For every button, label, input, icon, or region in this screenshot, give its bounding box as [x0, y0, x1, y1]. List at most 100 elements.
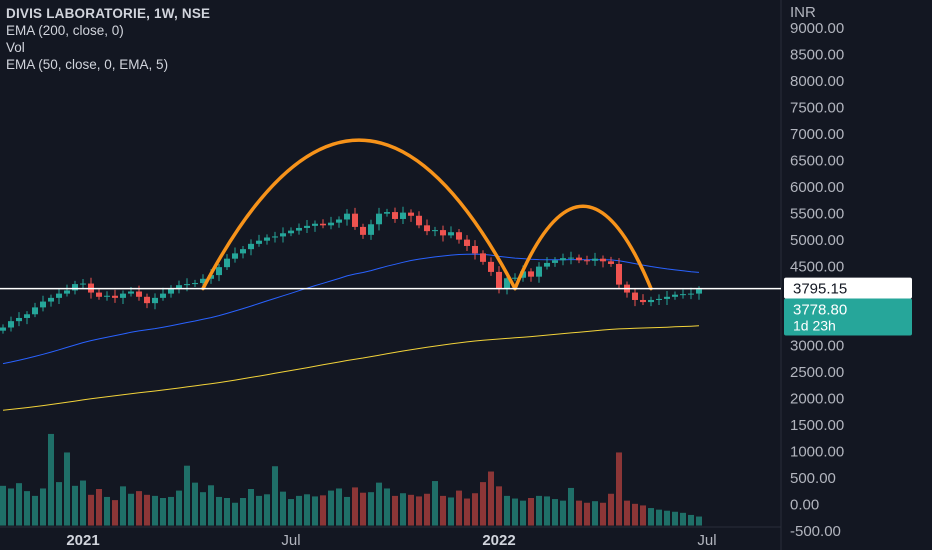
- candle: [568, 251, 574, 265]
- candle-body: [648, 299, 654, 303]
- candle-body: [72, 284, 78, 291]
- candle-body: [408, 212, 414, 216]
- right-shoulder-arc: [513, 204, 653, 291]
- candle-body: [96, 292, 102, 297]
- candle-body: [496, 271, 502, 289]
- candle-body: [456, 232, 462, 240]
- candle: [192, 279, 198, 288]
- candle-body: [672, 294, 678, 297]
- candle: [224, 254, 230, 271]
- price-tick-label: 1500.00: [790, 417, 844, 434]
- candle: [104, 291, 110, 301]
- candle-body: [632, 292, 638, 300]
- head-and-shoulders-pattern: [201, 138, 653, 291]
- volume-bar: [376, 482, 382, 526]
- candle-body: [136, 291, 142, 297]
- volume-bar: [96, 488, 102, 526]
- candle-body: [16, 317, 22, 322]
- candle-body: [152, 297, 158, 304]
- candle-body: [144, 296, 150, 304]
- volume-bar: [168, 496, 174, 526]
- volume-bar: [320, 495, 326, 526]
- candle-body: [320, 223, 326, 226]
- last-price-tag: [784, 298, 912, 336]
- candle: [488, 257, 494, 276]
- candle-body: [344, 213, 350, 220]
- price-tick-label: 4500.00: [790, 258, 844, 275]
- candle: [232, 247, 238, 263]
- candle: [576, 254, 582, 264]
- candle-body: [8, 321, 14, 328]
- volume-bar: [48, 433, 54, 526]
- candle-body: [120, 293, 126, 298]
- volume-bar: [368, 492, 374, 526]
- candle: [336, 216, 342, 228]
- candle-body: [336, 219, 342, 223]
- candle: [216, 263, 222, 282]
- volume-legend[interactable]: Vol: [6, 40, 25, 55]
- volume-bar: [672, 511, 678, 526]
- candle: [392, 207, 398, 223]
- time-tick-label: 2021: [66, 532, 99, 549]
- candle-body: [128, 291, 134, 294]
- volume-bar: [80, 480, 86, 526]
- candle: [408, 209, 414, 222]
- volume-bar: [408, 494, 414, 526]
- candle-body: [528, 271, 534, 277]
- candle: [624, 281, 630, 298]
- candle: [344, 209, 350, 226]
- volume-bar: [336, 488, 342, 526]
- candle-body: [304, 225, 310, 228]
- candle: [144, 293, 150, 309]
- candle: [112, 289, 118, 303]
- candle: [688, 287, 694, 300]
- price-tick-label: 9000.00: [790, 20, 844, 37]
- candle: [240, 245, 246, 259]
- candle-body: [352, 213, 358, 227]
- candle: [592, 252, 598, 266]
- candle: [376, 207, 382, 231]
- candle-body: [280, 233, 286, 237]
- candle: [528, 268, 534, 282]
- volume-bar: [88, 494, 94, 526]
- time-axis: 2021 Jul 2022 Jul: [66, 532, 716, 549]
- volume-bar: [624, 500, 630, 526]
- candle-body: [664, 296, 670, 299]
- candle: [464, 235, 470, 251]
- volume-bar: [576, 500, 582, 526]
- candle-body: [176, 285, 182, 289]
- candle-body: [328, 222, 334, 226]
- volume-bar: [328, 490, 334, 526]
- ema200-legend[interactable]: EMA (200, close, 0): [6, 23, 124, 38]
- time-tick-label: Jul: [697, 532, 716, 549]
- candle: [296, 223, 302, 235]
- candle-body: [312, 223, 318, 226]
- candle-body: [584, 260, 590, 262]
- candle: [56, 289, 62, 304]
- symbol-title[interactable]: DIVIS LABORATORIE, 1W, NSE: [6, 6, 211, 21]
- candle-body: [512, 277, 518, 279]
- candle-body: [488, 261, 494, 272]
- candle: [440, 225, 446, 242]
- neckline-price-tag: [784, 277, 912, 299]
- volume-bar: [0, 485, 6, 526]
- volume-bar: [416, 496, 422, 526]
- volume-bar: [568, 487, 574, 526]
- candle: [312, 220, 318, 232]
- volume-bar: [240, 497, 246, 526]
- candle: [72, 280, 78, 295]
- candle-body: [608, 261, 614, 264]
- volume-bar: [464, 498, 470, 526]
- volume-bar: [40, 488, 46, 526]
- candle: [40, 295, 46, 312]
- volume-bar: [544, 496, 550, 526]
- candle: [536, 262, 542, 283]
- candle: [680, 289, 686, 299]
- candle: [304, 220, 310, 233]
- volume-bar: [120, 486, 126, 526]
- candle: [160, 287, 166, 301]
- ema50-legend[interactable]: EMA (50, close, 0, EMA, 5): [6, 57, 169, 72]
- volume-bar: [664, 510, 670, 526]
